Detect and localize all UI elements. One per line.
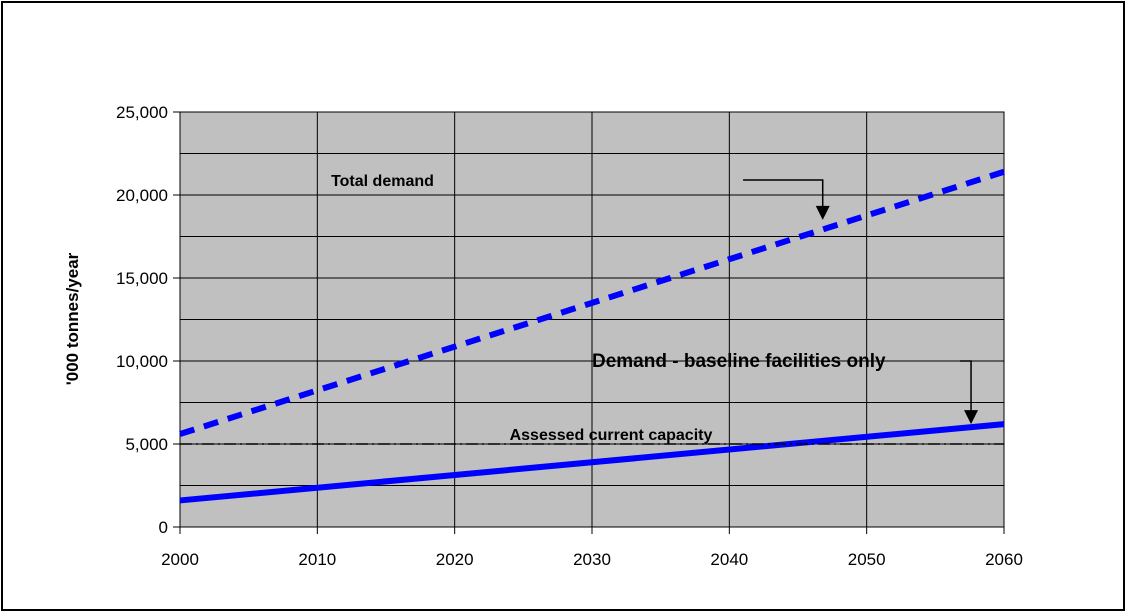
x-tick-label: 2010 bbox=[298, 550, 336, 569]
y-tick-label: 25,000 bbox=[116, 103, 168, 122]
annotation-label: Demand - baseline facilities only bbox=[592, 351, 886, 372]
annotation-leader-line bbox=[743, 179, 824, 208]
annotation-arrowhead bbox=[964, 410, 979, 425]
y-tick-label: 5,000 bbox=[125, 435, 168, 454]
axes-layer: 0 5,000 10,000 15,000 20,000 25,000 2000 2010 20… bbox=[116, 103, 1023, 569]
annotation-label: Assessed current capacity bbox=[510, 427, 713, 444]
annotation-arrowhead bbox=[815, 205, 830, 220]
line-chart: Total demand Demand - baseline facilities… bbox=[63, 103, 1023, 569]
y-tick-label: 10,000 bbox=[116, 352, 168, 371]
annotation-label: Total demand bbox=[331, 173, 434, 190]
x-tick-label: 2060 bbox=[985, 550, 1023, 569]
y-tick-label: 20,000 bbox=[116, 186, 168, 205]
y-axis-title: '000 tonnes/year bbox=[63, 252, 82, 385]
x-tick-label: 2000 bbox=[161, 550, 199, 569]
x-tick-label: 2030 bbox=[573, 550, 611, 569]
x-tick-label: 2050 bbox=[848, 550, 886, 569]
series-line-demand-baseline-facilities-only bbox=[179, 421, 1005, 504]
x-tick-label: 2020 bbox=[436, 550, 474, 569]
y-tick-label: 0 bbox=[159, 518, 168, 537]
annotation-layer: Total demand Demand - baseline facilities… bbox=[331, 173, 979, 444]
x-tick-label: 2040 bbox=[710, 550, 748, 569]
series-layer bbox=[179, 168, 1005, 504]
series-line-total-demand bbox=[179, 168, 1005, 437]
annotation-leader-line bbox=[960, 360, 972, 413]
y-tick-label: 15,000 bbox=[116, 269, 168, 288]
